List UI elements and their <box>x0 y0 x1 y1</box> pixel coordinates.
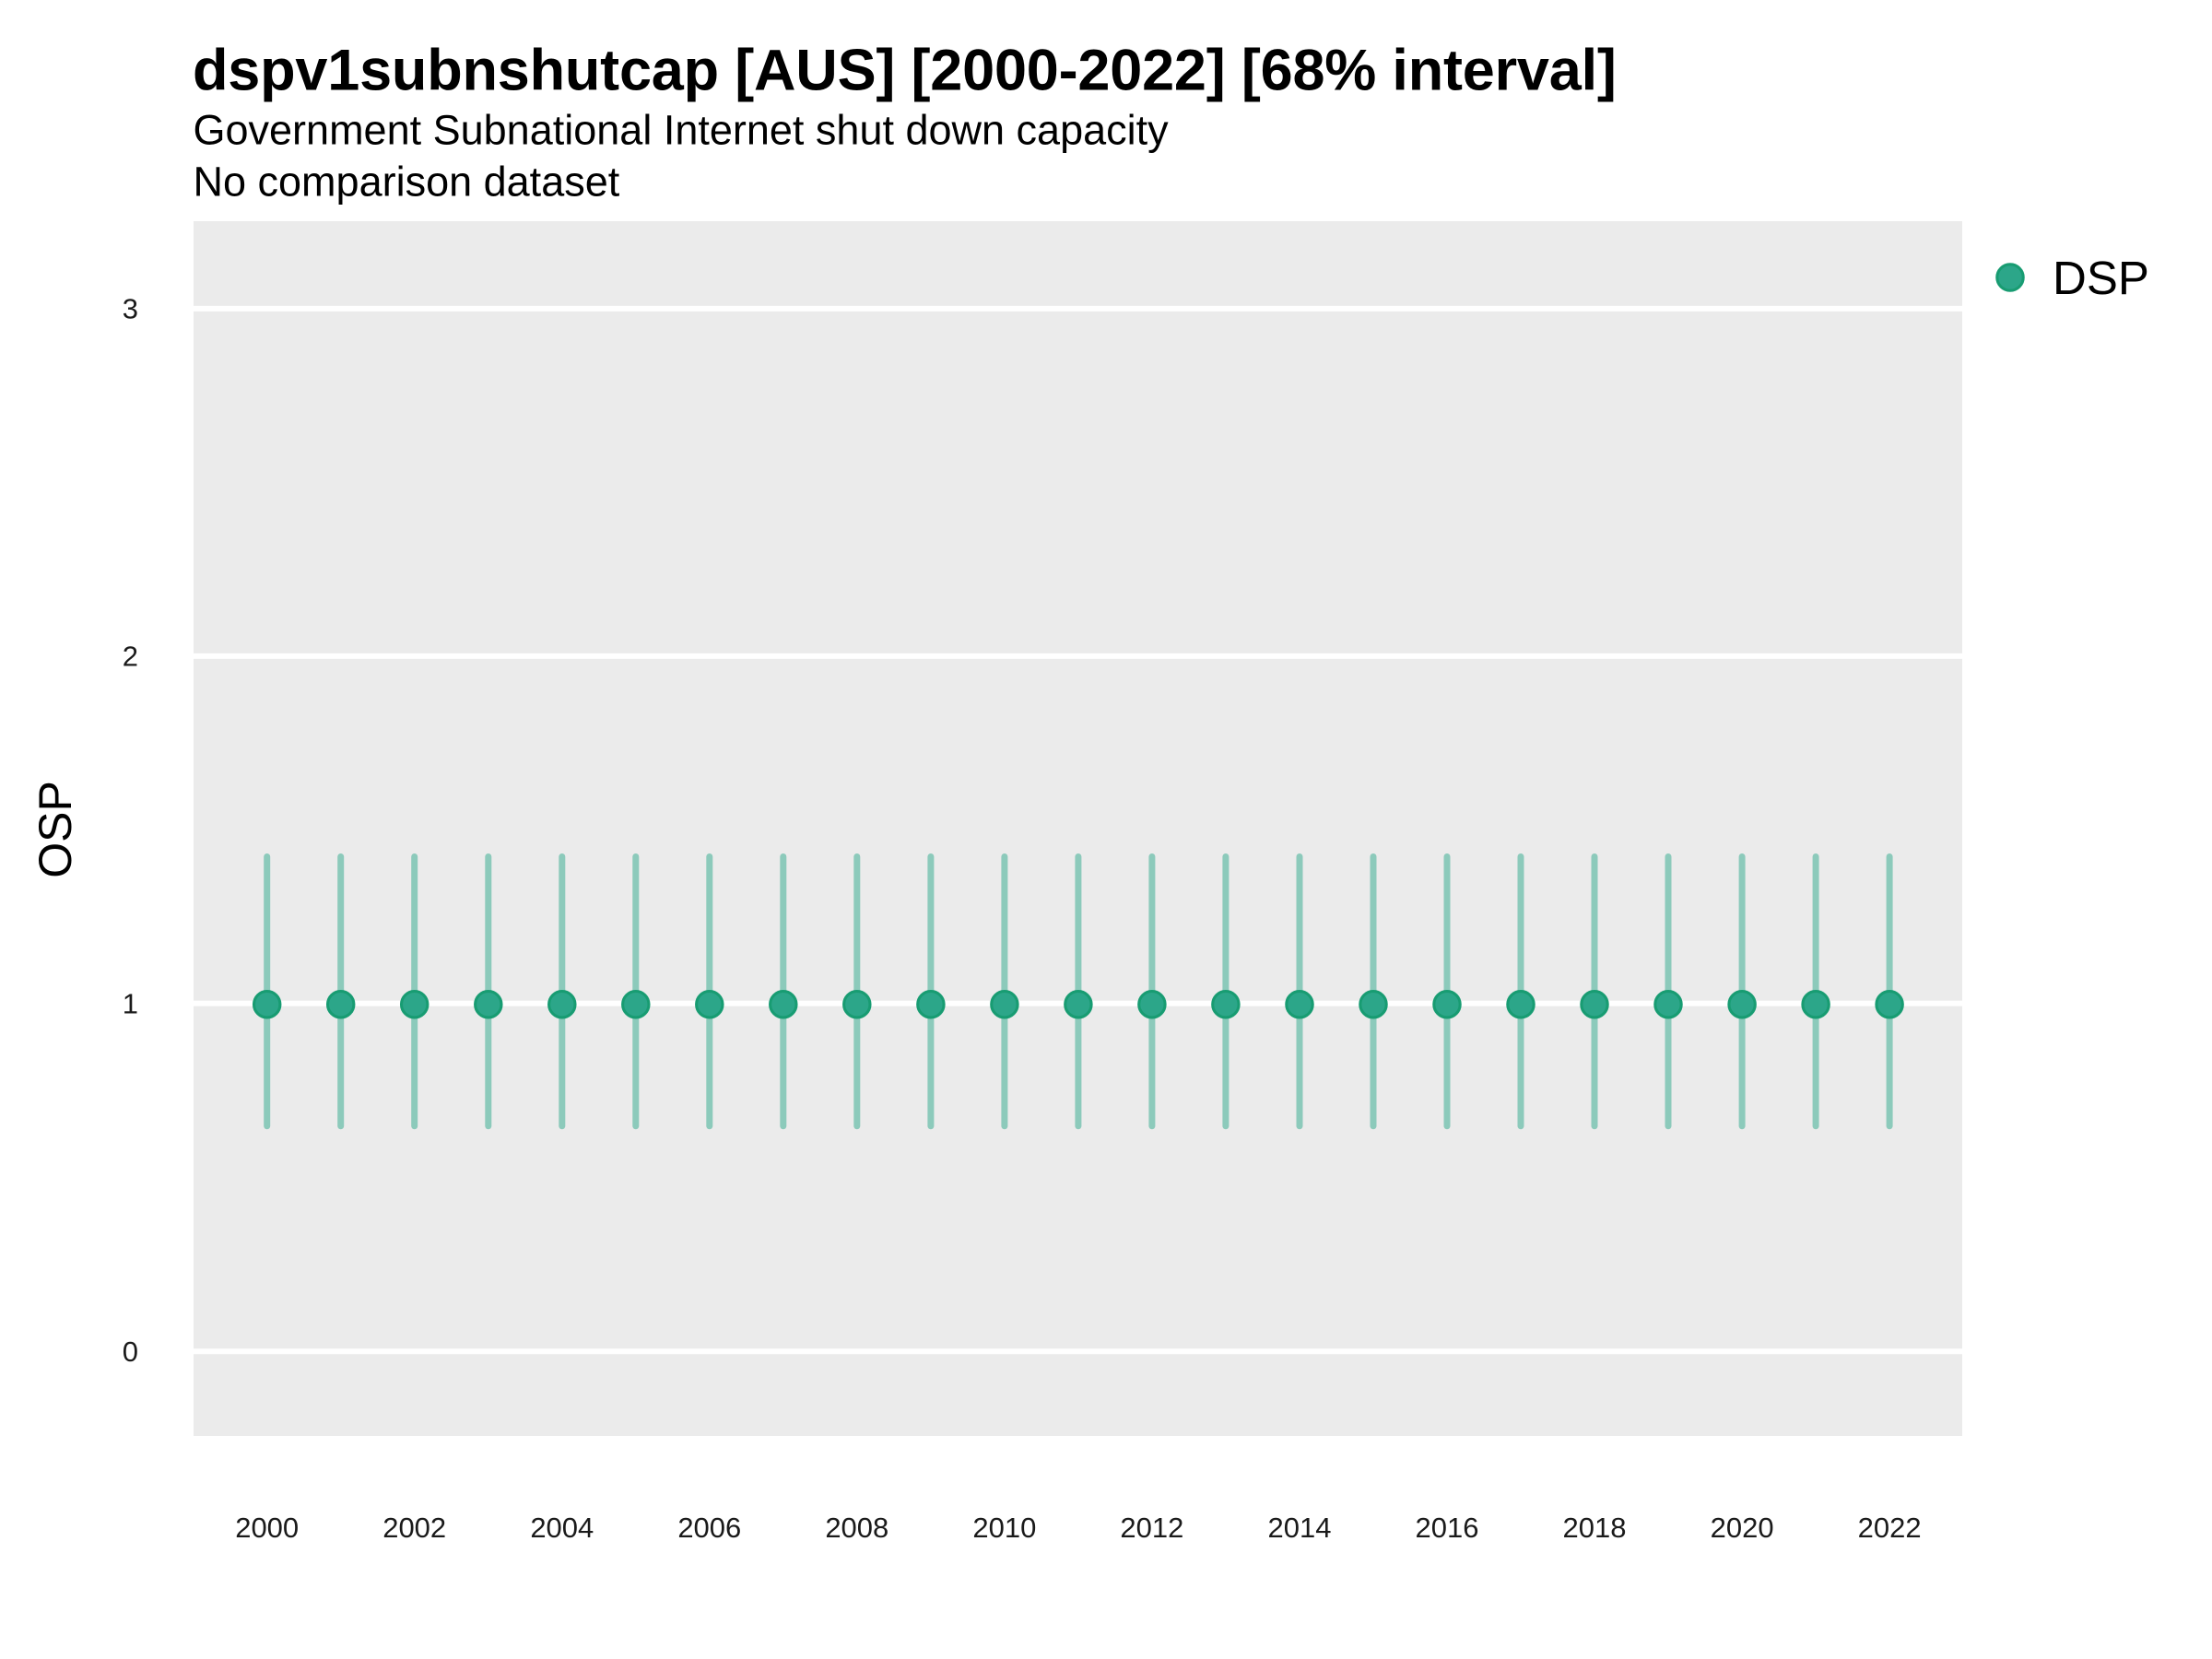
svg-text:2002: 2002 <box>382 1512 446 1544</box>
svg-text:2016: 2016 <box>1416 1512 1479 1544</box>
svg-text:3: 3 <box>123 293 138 325</box>
svg-text:1: 1 <box>123 987 138 1019</box>
svg-text:OSP: OSP <box>29 781 81 878</box>
svg-text:0: 0 <box>123 1335 138 1368</box>
svg-text:2004: 2004 <box>530 1512 594 1544</box>
svg-text:Government Subnational Interne: Government Subnational Internet shut dow… <box>194 107 1170 154</box>
svg-text:2012: 2012 <box>1120 1512 1183 1544</box>
svg-text:No comparison dataset: No comparison dataset <box>194 159 620 206</box>
svg-text:2020: 2020 <box>1711 1512 1774 1544</box>
svg-text:2000: 2000 <box>235 1512 299 1544</box>
svg-text:2008: 2008 <box>825 1512 888 1544</box>
svg-text:2010: 2010 <box>972 1512 1036 1544</box>
svg-text:2: 2 <box>123 641 138 673</box>
svg-text:DSP: DSP <box>2053 252 2149 304</box>
svg-text:2006: 2006 <box>677 1512 741 1544</box>
svg-text:2022: 2022 <box>1858 1512 1922 1544</box>
svg-text:2014: 2014 <box>1268 1512 1332 1544</box>
svg-text:dspv1subnshutcap [AUS] [2000-2: dspv1subnshutcap [AUS] [2000-2022] [68% … <box>193 39 1617 103</box>
svg-text:2018: 2018 <box>1563 1512 1627 1544</box>
